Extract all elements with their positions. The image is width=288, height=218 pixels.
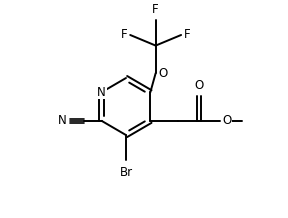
Text: F: F: [120, 29, 127, 41]
Text: O: O: [159, 67, 168, 80]
Text: F: F: [152, 3, 159, 16]
Text: O: O: [222, 114, 232, 127]
Text: N: N: [58, 114, 67, 127]
Text: N: N: [97, 86, 106, 99]
Text: Br: Br: [120, 166, 132, 179]
Text: F: F: [184, 29, 191, 41]
Text: O: O: [194, 79, 204, 92]
